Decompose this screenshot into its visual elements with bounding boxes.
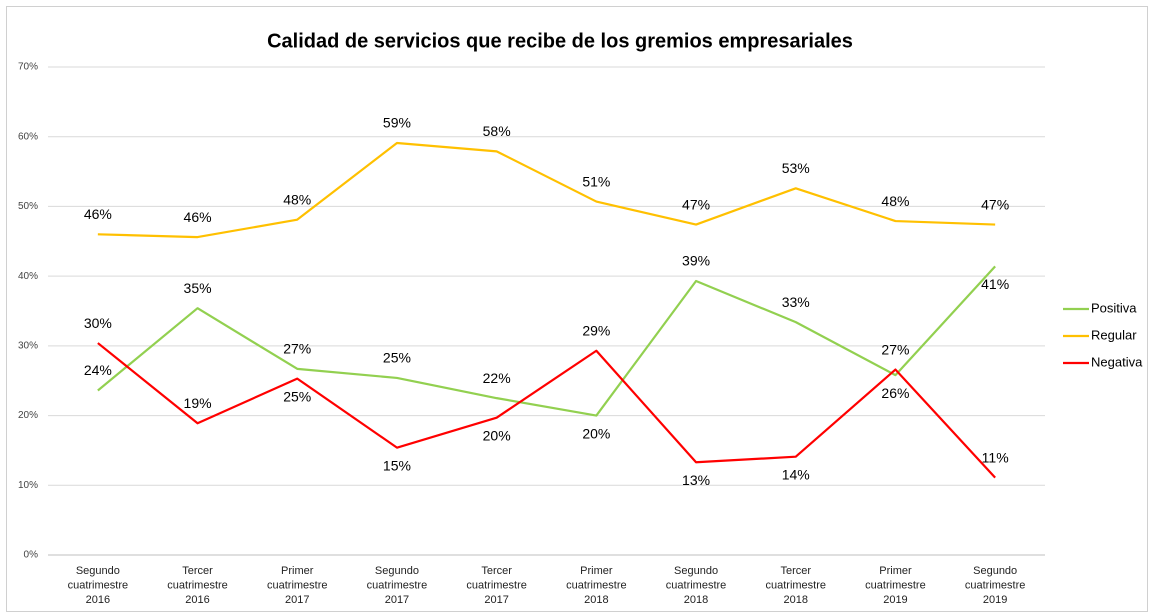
- x-tick-label: Primer cuatrimestre 2017: [267, 565, 328, 606]
- data-label: 33%: [782, 294, 810, 310]
- series-line: [97, 141, 996, 239]
- x-tick-label-line: cuatrimestre: [765, 579, 826, 591]
- y-tick-label: 20%: [18, 410, 38, 421]
- x-tick-label-line: 2017: [385, 594, 409, 606]
- y-tick-label: 50%: [18, 201, 38, 212]
- data-label: 25%: [383, 350, 411, 366]
- y-tick-label: 0%: [24, 550, 39, 561]
- data-label: 27%: [283, 341, 311, 357]
- y-tick-label: 40%: [18, 271, 38, 282]
- data-label: 19%: [184, 395, 212, 411]
- data-label: 46%: [84, 206, 112, 222]
- data-label: 59%: [383, 115, 411, 131]
- data-label: 13%: [682, 472, 710, 488]
- x-tick-label-line: cuatrimestre: [965, 579, 1026, 591]
- y-tick-label: 60%: [18, 131, 38, 142]
- data-label: 47%: [682, 196, 710, 212]
- x-tick-label-line: 2018: [584, 594, 608, 606]
- data-label: 46%: [184, 209, 212, 225]
- data-label: 22%: [483, 370, 511, 386]
- legend-label: Regular: [1091, 327, 1137, 342]
- data-label: 20%: [483, 427, 511, 443]
- legend-label: Positiva: [1091, 300, 1137, 315]
- x-tick-label-line: 2019: [883, 594, 907, 606]
- legend-label: Negativa: [1091, 354, 1143, 369]
- x-tick-label-line: cuatrimestre: [666, 579, 727, 591]
- data-label: 14%: [782, 466, 810, 482]
- x-tick-label: Segundo cuatrimestre 2019: [965, 565, 1026, 606]
- data-label: 48%: [881, 193, 909, 209]
- y-tick-label: 10%: [18, 480, 38, 491]
- chart-title: Calidad de servicios que recibe de los g…: [267, 30, 853, 52]
- series-line: [97, 265, 996, 417]
- data-label: 47%: [981, 196, 1009, 212]
- x-tick-label-line: 2018: [784, 594, 808, 606]
- x-tick-label: Primer cuatrimestre 2018: [566, 565, 627, 606]
- data-label: 25%: [283, 388, 311, 404]
- x-tick-label-line: Tercer: [182, 565, 213, 577]
- x-tick-label: Primer cuatrimestre 2019: [865, 565, 926, 606]
- x-tick-label-line: cuatrimestre: [167, 579, 228, 591]
- x-tick-label: Tercer cuatrimestre 2017: [466, 565, 527, 606]
- data-label: 26%: [881, 385, 909, 401]
- y-tick-label: 30%: [18, 340, 38, 351]
- x-tick-label-line: cuatrimestre: [566, 579, 627, 591]
- x-tick-label-line: 2017: [285, 594, 309, 606]
- x-tick-label-line: 2016: [86, 594, 110, 606]
- x-tick-label: Tercer cuatrimestre 2016: [167, 565, 228, 606]
- x-tick-label-line: cuatrimestre: [865, 579, 926, 591]
- x-tick-label-line: Tercer: [481, 565, 512, 577]
- x-tick-label-line: Primer: [879, 565, 912, 577]
- x-tick-label-line: Tercer: [780, 565, 811, 577]
- x-tick-label-line: Segundo: [375, 565, 419, 577]
- x-tick-label: Segundo cuatrimestre 2018: [666, 565, 727, 606]
- data-label: 53%: [782, 160, 810, 176]
- data-label: 24%: [84, 362, 112, 378]
- x-tick-label-line: 2016: [185, 594, 209, 606]
- data-label: 20%: [582, 425, 610, 441]
- x-tick-label-line: Primer: [580, 565, 613, 577]
- x-tick-label-line: cuatrimestre: [466, 579, 527, 591]
- chart-border: [6, 6, 1148, 612]
- y-tick-label: 70%: [18, 62, 38, 73]
- data-label: 30%: [84, 315, 112, 331]
- data-label: 29%: [582, 322, 610, 338]
- data-label: 51%: [582, 173, 610, 189]
- x-tick-label-line: 2019: [983, 594, 1007, 606]
- x-tick-label-line: cuatrimestre: [267, 579, 328, 591]
- x-tick-label: Segundo cuatrimestre 2016: [68, 565, 129, 606]
- x-tick-label-line: Primer: [281, 565, 314, 577]
- x-tick-label: Segundo cuatrimestre 2017: [367, 565, 428, 606]
- series-line: [97, 342, 996, 479]
- data-label: 39%: [682, 253, 710, 269]
- x-tick-label: Tercer cuatrimestre 2018: [765, 565, 826, 606]
- data-label: 58%: [483, 123, 511, 139]
- data-label: 11%: [982, 449, 1009, 465]
- x-tick-label-line: cuatrimestre: [367, 579, 428, 591]
- x-tick-label-line: Segundo: [674, 565, 718, 577]
- data-label: 35%: [184, 280, 212, 296]
- data-label: 41%: [981, 276, 1009, 292]
- x-tick-label-line: Segundo: [76, 565, 120, 577]
- data-label: 48%: [283, 191, 311, 207]
- x-tick-label-line: 2017: [484, 594, 508, 606]
- x-tick-label-line: cuatrimestre: [68, 579, 129, 591]
- data-label: 27%: [881, 341, 909, 357]
- data-label: 15%: [383, 457, 411, 473]
- x-tick-label-line: 2018: [684, 594, 708, 606]
- x-tick-label-line: Segundo: [973, 565, 1017, 577]
